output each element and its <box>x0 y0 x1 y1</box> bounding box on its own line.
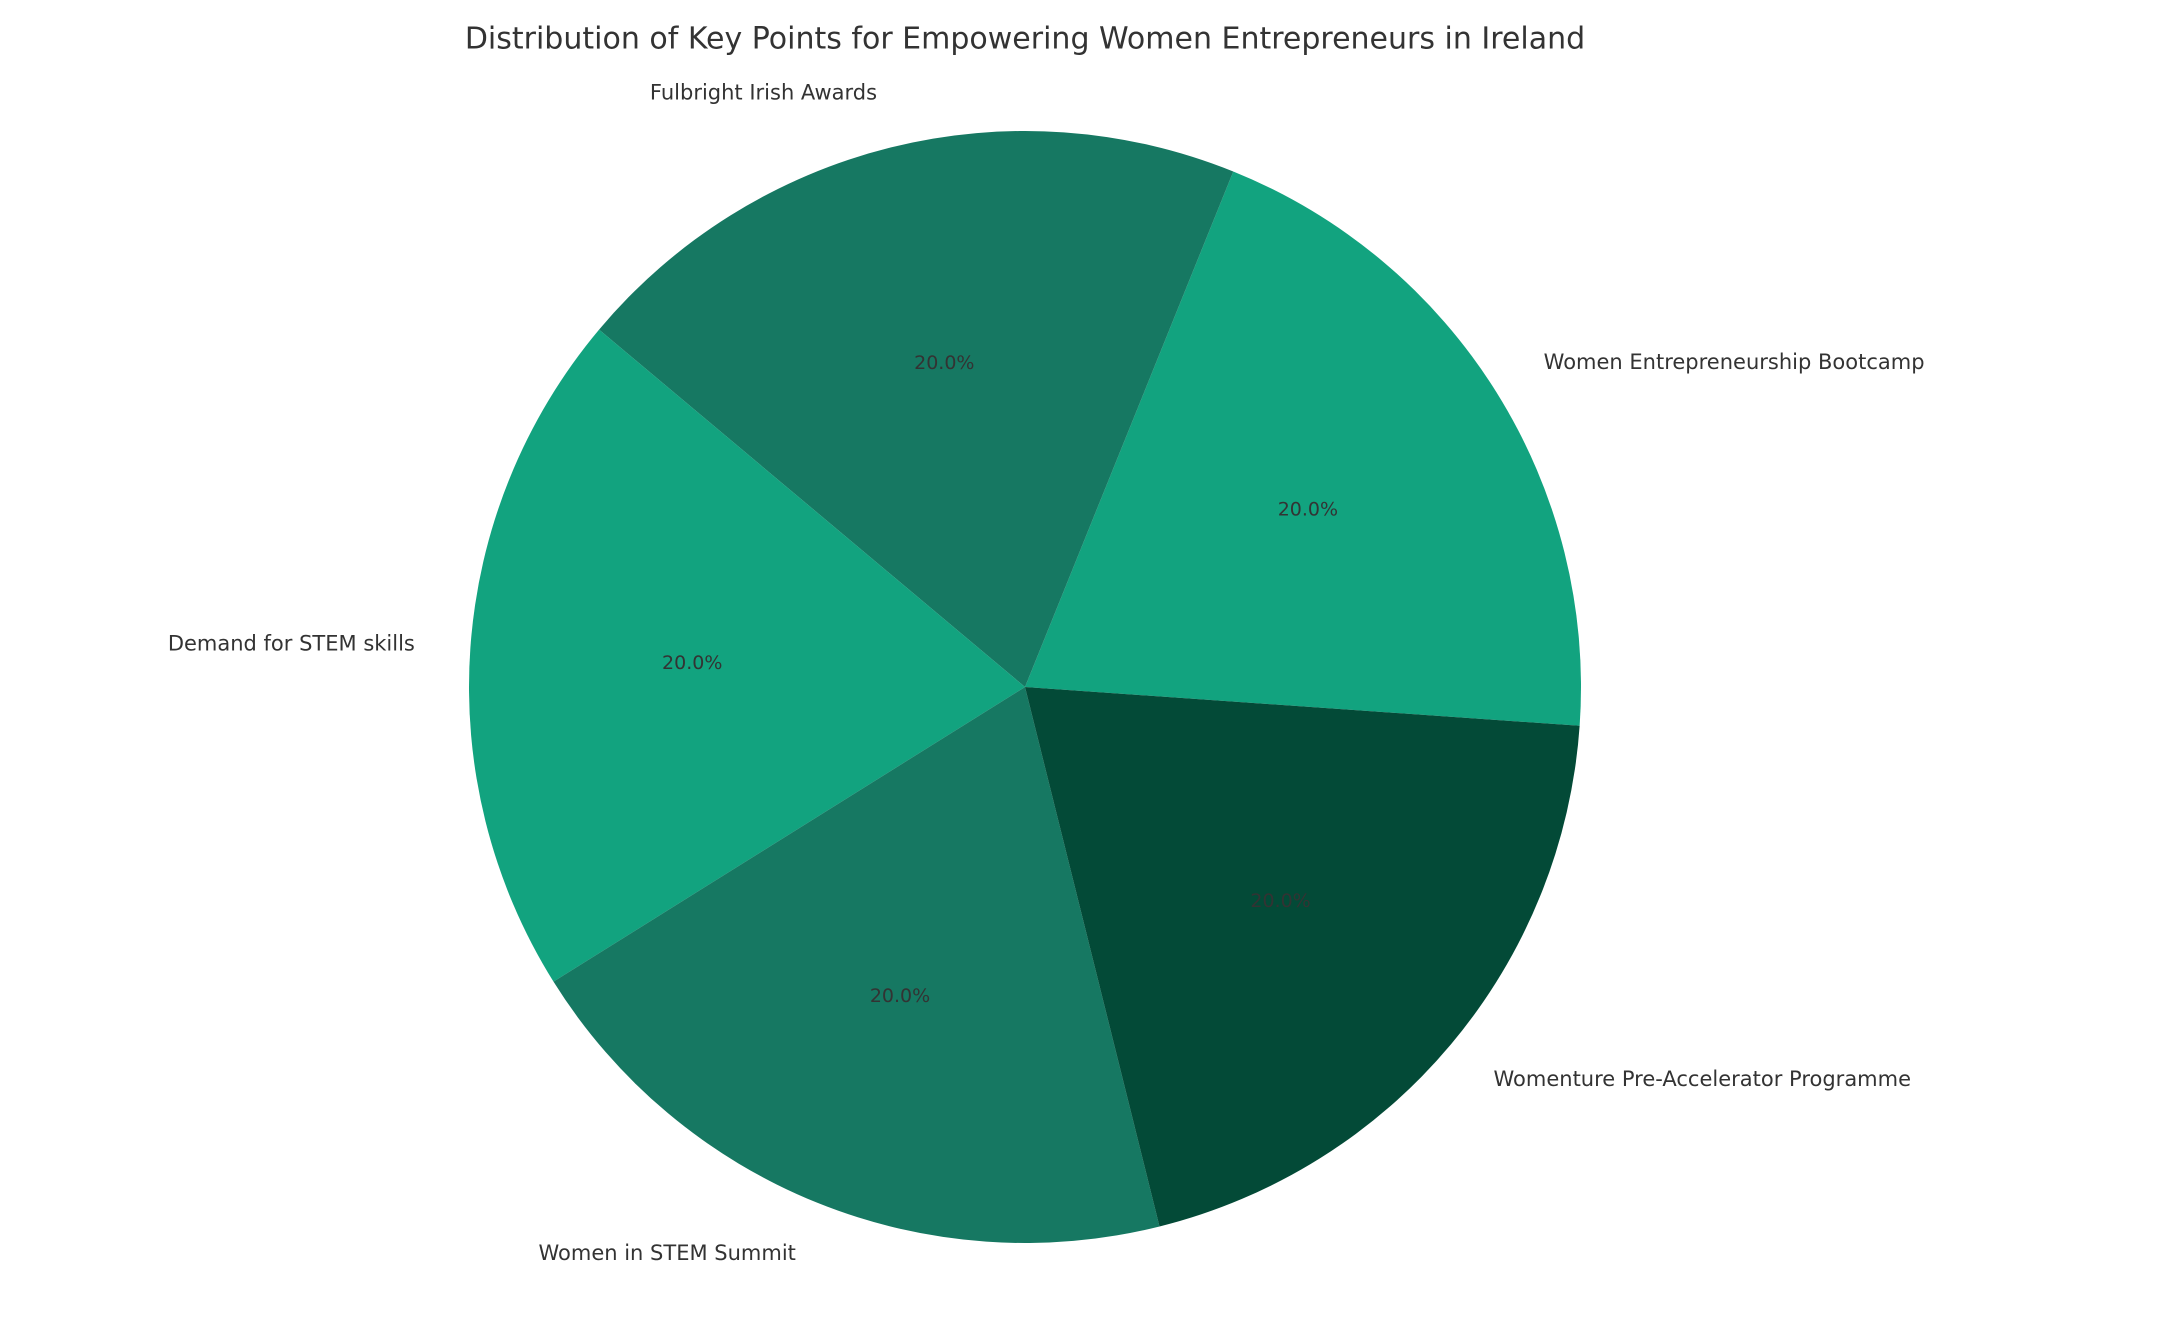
slice-percent-label: 20.0% <box>1250 890 1310 912</box>
pie-slice <box>1025 171 1581 726</box>
slice-label: Womenture Pre-Accelerator Programme <box>1494 1067 1912 1091</box>
slice-percent-label: 20.0% <box>1278 499 1338 521</box>
slice-label: Demand for STEM skills <box>168 631 415 655</box>
pie-slice <box>1025 687 1580 1227</box>
pie-slice <box>553 687 1160 1243</box>
slice-percent-label: 20.0% <box>662 652 722 674</box>
labels-layer: Women Entrepreneurship Bootcamp 20.0% Fulb… <box>168 81 1925 1265</box>
pie-slice <box>469 329 1025 982</box>
slice-percent-label: 20.0% <box>914 352 974 374</box>
slice-label: Women Entrepreneurship Bootcamp <box>1544 350 1925 374</box>
slices-layer <box>469 130 1581 1243</box>
slice-label: Women in STEM Summit <box>538 1241 795 1265</box>
chart-title: Distribution of Key Points for Empowerin… <box>465 22 1585 57</box>
slice-percent-label: 20.0% <box>870 985 930 1007</box>
pie-slice <box>599 130 1234 687</box>
slice-label: Fulbright Irish Awards <box>650 81 877 105</box>
